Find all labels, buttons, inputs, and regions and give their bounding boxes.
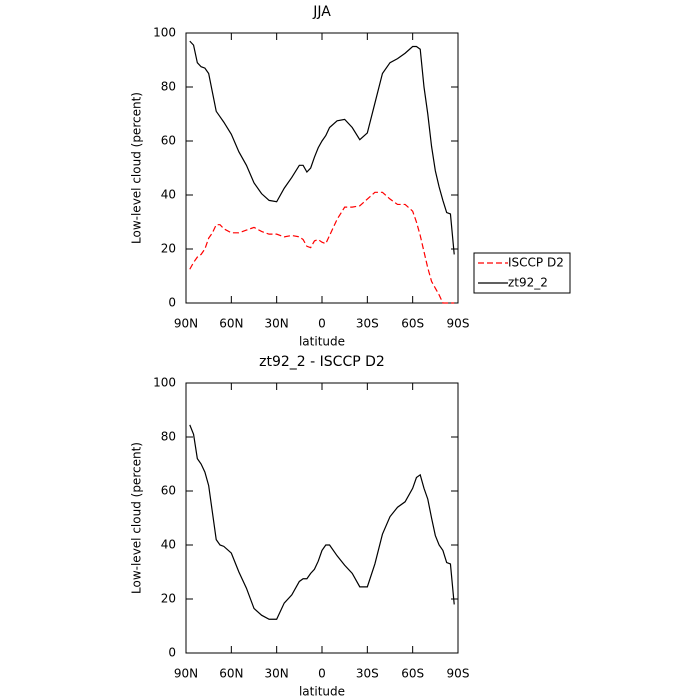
y-tick-label: 0 bbox=[168, 296, 176, 310]
y-tick-label: 100 bbox=[153, 26, 176, 40]
plot-frame bbox=[185, 382, 459, 654]
x-tick-label: 0 bbox=[318, 317, 326, 331]
y-tick-label: 60 bbox=[161, 484, 176, 498]
x-tick-label: 60S bbox=[401, 317, 424, 331]
x-tick-label: 30S bbox=[356, 667, 379, 681]
x-tick-label: 30N bbox=[265, 317, 289, 331]
x-tick-label: 30S bbox=[356, 317, 379, 331]
legend-box bbox=[473, 252, 571, 294]
y-tick-label: 100 bbox=[153, 376, 176, 390]
legend-label: zt92_2 bbox=[508, 276, 548, 290]
y-tick-label: 40 bbox=[161, 188, 176, 202]
plot-frame bbox=[185, 32, 459, 304]
y-axis-label: Low-level cloud (percent) bbox=[130, 92, 144, 244]
x-tick-label: 60N bbox=[219, 317, 243, 331]
x-tick-label: 60S bbox=[401, 667, 424, 681]
y-axis-label: Low-level cloud (percent) bbox=[130, 442, 144, 594]
legend-label: ISCCP D2 bbox=[508, 256, 564, 270]
x-tick-label: 90S bbox=[447, 667, 470, 681]
chart-title: zt92_2 - ISCCP D2 bbox=[259, 354, 385, 370]
x-axis-label: latitude bbox=[299, 685, 345, 699]
x-tick-label: 30N bbox=[265, 667, 289, 681]
chart-title: JJA bbox=[312, 4, 331, 20]
y-tick-label: 20 bbox=[161, 242, 176, 256]
y-tick-label: 40 bbox=[161, 538, 176, 552]
x-tick-label: 60N bbox=[219, 667, 243, 681]
x-axis-label: latitude bbox=[299, 335, 345, 349]
x-tick-label: 90N bbox=[174, 317, 198, 331]
y-tick-label: 60 bbox=[161, 134, 176, 148]
data-line bbox=[189, 40, 455, 255]
y-tick-label: 80 bbox=[161, 430, 176, 444]
data-line bbox=[189, 424, 455, 620]
x-tick-label: 90S bbox=[447, 317, 470, 331]
y-tick-label: 0 bbox=[168, 646, 176, 660]
y-tick-label: 80 bbox=[161, 80, 176, 94]
y-tick-label: 20 bbox=[161, 592, 176, 606]
data-line bbox=[189, 191, 455, 304]
x-tick-label: 0 bbox=[318, 667, 326, 681]
x-tick-label: 90N bbox=[174, 667, 198, 681]
